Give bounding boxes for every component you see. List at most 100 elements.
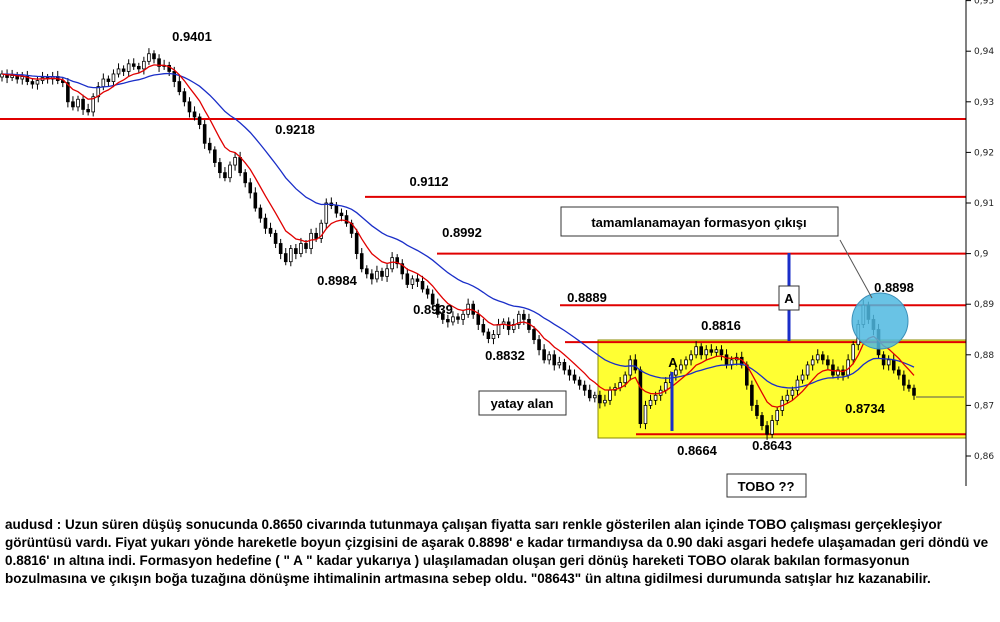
- price-label: 0.8889: [567, 290, 607, 305]
- candle: [902, 370, 906, 391]
- candle: [775, 406, 779, 426]
- candle: [491, 330, 496, 345]
- candle: [821, 351, 825, 365]
- candle: [886, 355, 891, 371]
- candle: [66, 78, 70, 108]
- candle: [299, 237, 303, 258]
- price-label: 0.9401: [172, 29, 212, 44]
- price-axis: 0,86 0,87 0,88 0,89 0,9 0,91 0,92 0,93 0,94 0,95: [966, 0, 994, 462]
- price-label: 0.8664: [677, 443, 718, 458]
- candle: [699, 343, 703, 360]
- candle: [603, 394, 607, 407]
- candle: [430, 289, 435, 310]
- price-label: 0.8939: [413, 302, 453, 317]
- candle: [805, 361, 810, 380]
- candle: [385, 264, 389, 282]
- candle: [572, 369, 577, 384]
- candle: [582, 380, 587, 396]
- candle: [137, 62, 141, 74]
- horizontal-range-zone: [597, 339, 967, 439]
- candle: [233, 152, 237, 171]
- price-label: 0.8816: [701, 318, 741, 333]
- range-zone-label: yatay alan: [491, 396, 554, 411]
- candle: [441, 310, 445, 324]
- y-tick-label: 0,88: [974, 351, 994, 361]
- candle: [268, 222, 273, 237]
- candle: [593, 391, 597, 403]
- candle: [278, 238, 283, 260]
- candle: [223, 167, 227, 182]
- candle: [461, 309, 465, 325]
- candle: [76, 95, 80, 112]
- candle: [694, 341, 698, 359]
- candle: [881, 351, 886, 370]
- candle: [795, 375, 800, 396]
- candle: [643, 400, 648, 430]
- candle: [907, 379, 911, 392]
- candle: [547, 351, 551, 365]
- price-label: 0.8984: [317, 273, 358, 288]
- candle: [841, 365, 845, 381]
- candle: [410, 275, 415, 290]
- measure-box-right: [778, 285, 800, 311]
- candle: [689, 350, 693, 366]
- candle: [537, 335, 541, 356]
- moving-average-slow-line: [1, 72, 915, 389]
- candle: [359, 248, 364, 273]
- candle: [425, 285, 430, 299]
- y-tick-label: 0,95: [974, 0, 994, 7]
- candle: [638, 366, 643, 429]
- candle: [648, 394, 653, 409]
- price-label: 0.8992: [442, 225, 482, 240]
- candle: [197, 113, 202, 130]
- candle: [142, 56, 146, 75]
- range-zone-box: [478, 390, 567, 416]
- candle: [456, 313, 460, 324]
- candle: [552, 350, 557, 371]
- price-label: 0.8832: [485, 348, 525, 363]
- measure-label-right: A: [784, 291, 794, 306]
- candle: [126, 59, 131, 78]
- candle: [562, 358, 567, 375]
- candle: [182, 88, 187, 107]
- candle: [557, 356, 562, 369]
- candle: [826, 355, 830, 371]
- candle: [851, 341, 855, 365]
- y-tick-label: 0,86: [974, 452, 994, 462]
- candle: [790, 386, 795, 400]
- price-label: 0.9112: [409, 174, 448, 189]
- candle: [61, 77, 65, 88]
- candle: [324, 198, 329, 229]
- candle: [810, 355, 815, 371]
- candle: [35, 75, 40, 90]
- candle: [116, 63, 121, 78]
- candle: [400, 259, 405, 280]
- candle: [415, 274, 420, 287]
- candle: [131, 58, 136, 70]
- candle: [30, 78, 35, 89]
- candle: [897, 366, 901, 380]
- candle: [912, 384, 916, 400]
- candle: [20, 71, 25, 85]
- candle: [709, 344, 714, 356]
- formation-exit-label: tamamlanamayan formasyon çıkışı: [591, 215, 806, 230]
- candle: [96, 82, 101, 103]
- candle: [147, 48, 151, 65]
- horizontal-lines: [0, 118, 966, 436]
- candle: [770, 415, 774, 438]
- candle: [243, 169, 247, 188]
- candle: [329, 197, 334, 210]
- candle: [228, 161, 232, 183]
- y-tick-label: 0,9: [974, 250, 989, 260]
- candle: [354, 228, 359, 260]
- candle: [192, 106, 197, 121]
- candle: [273, 229, 278, 249]
- candle: [258, 204, 263, 223]
- candle: [187, 97, 192, 118]
- candle: [567, 365, 572, 381]
- candle: [815, 349, 820, 364]
- moving-average-fast-line: [1, 64, 915, 408]
- candle: [213, 146, 217, 168]
- y-tick-label: 0,89: [974, 300, 994, 310]
- candle: [294, 243, 298, 260]
